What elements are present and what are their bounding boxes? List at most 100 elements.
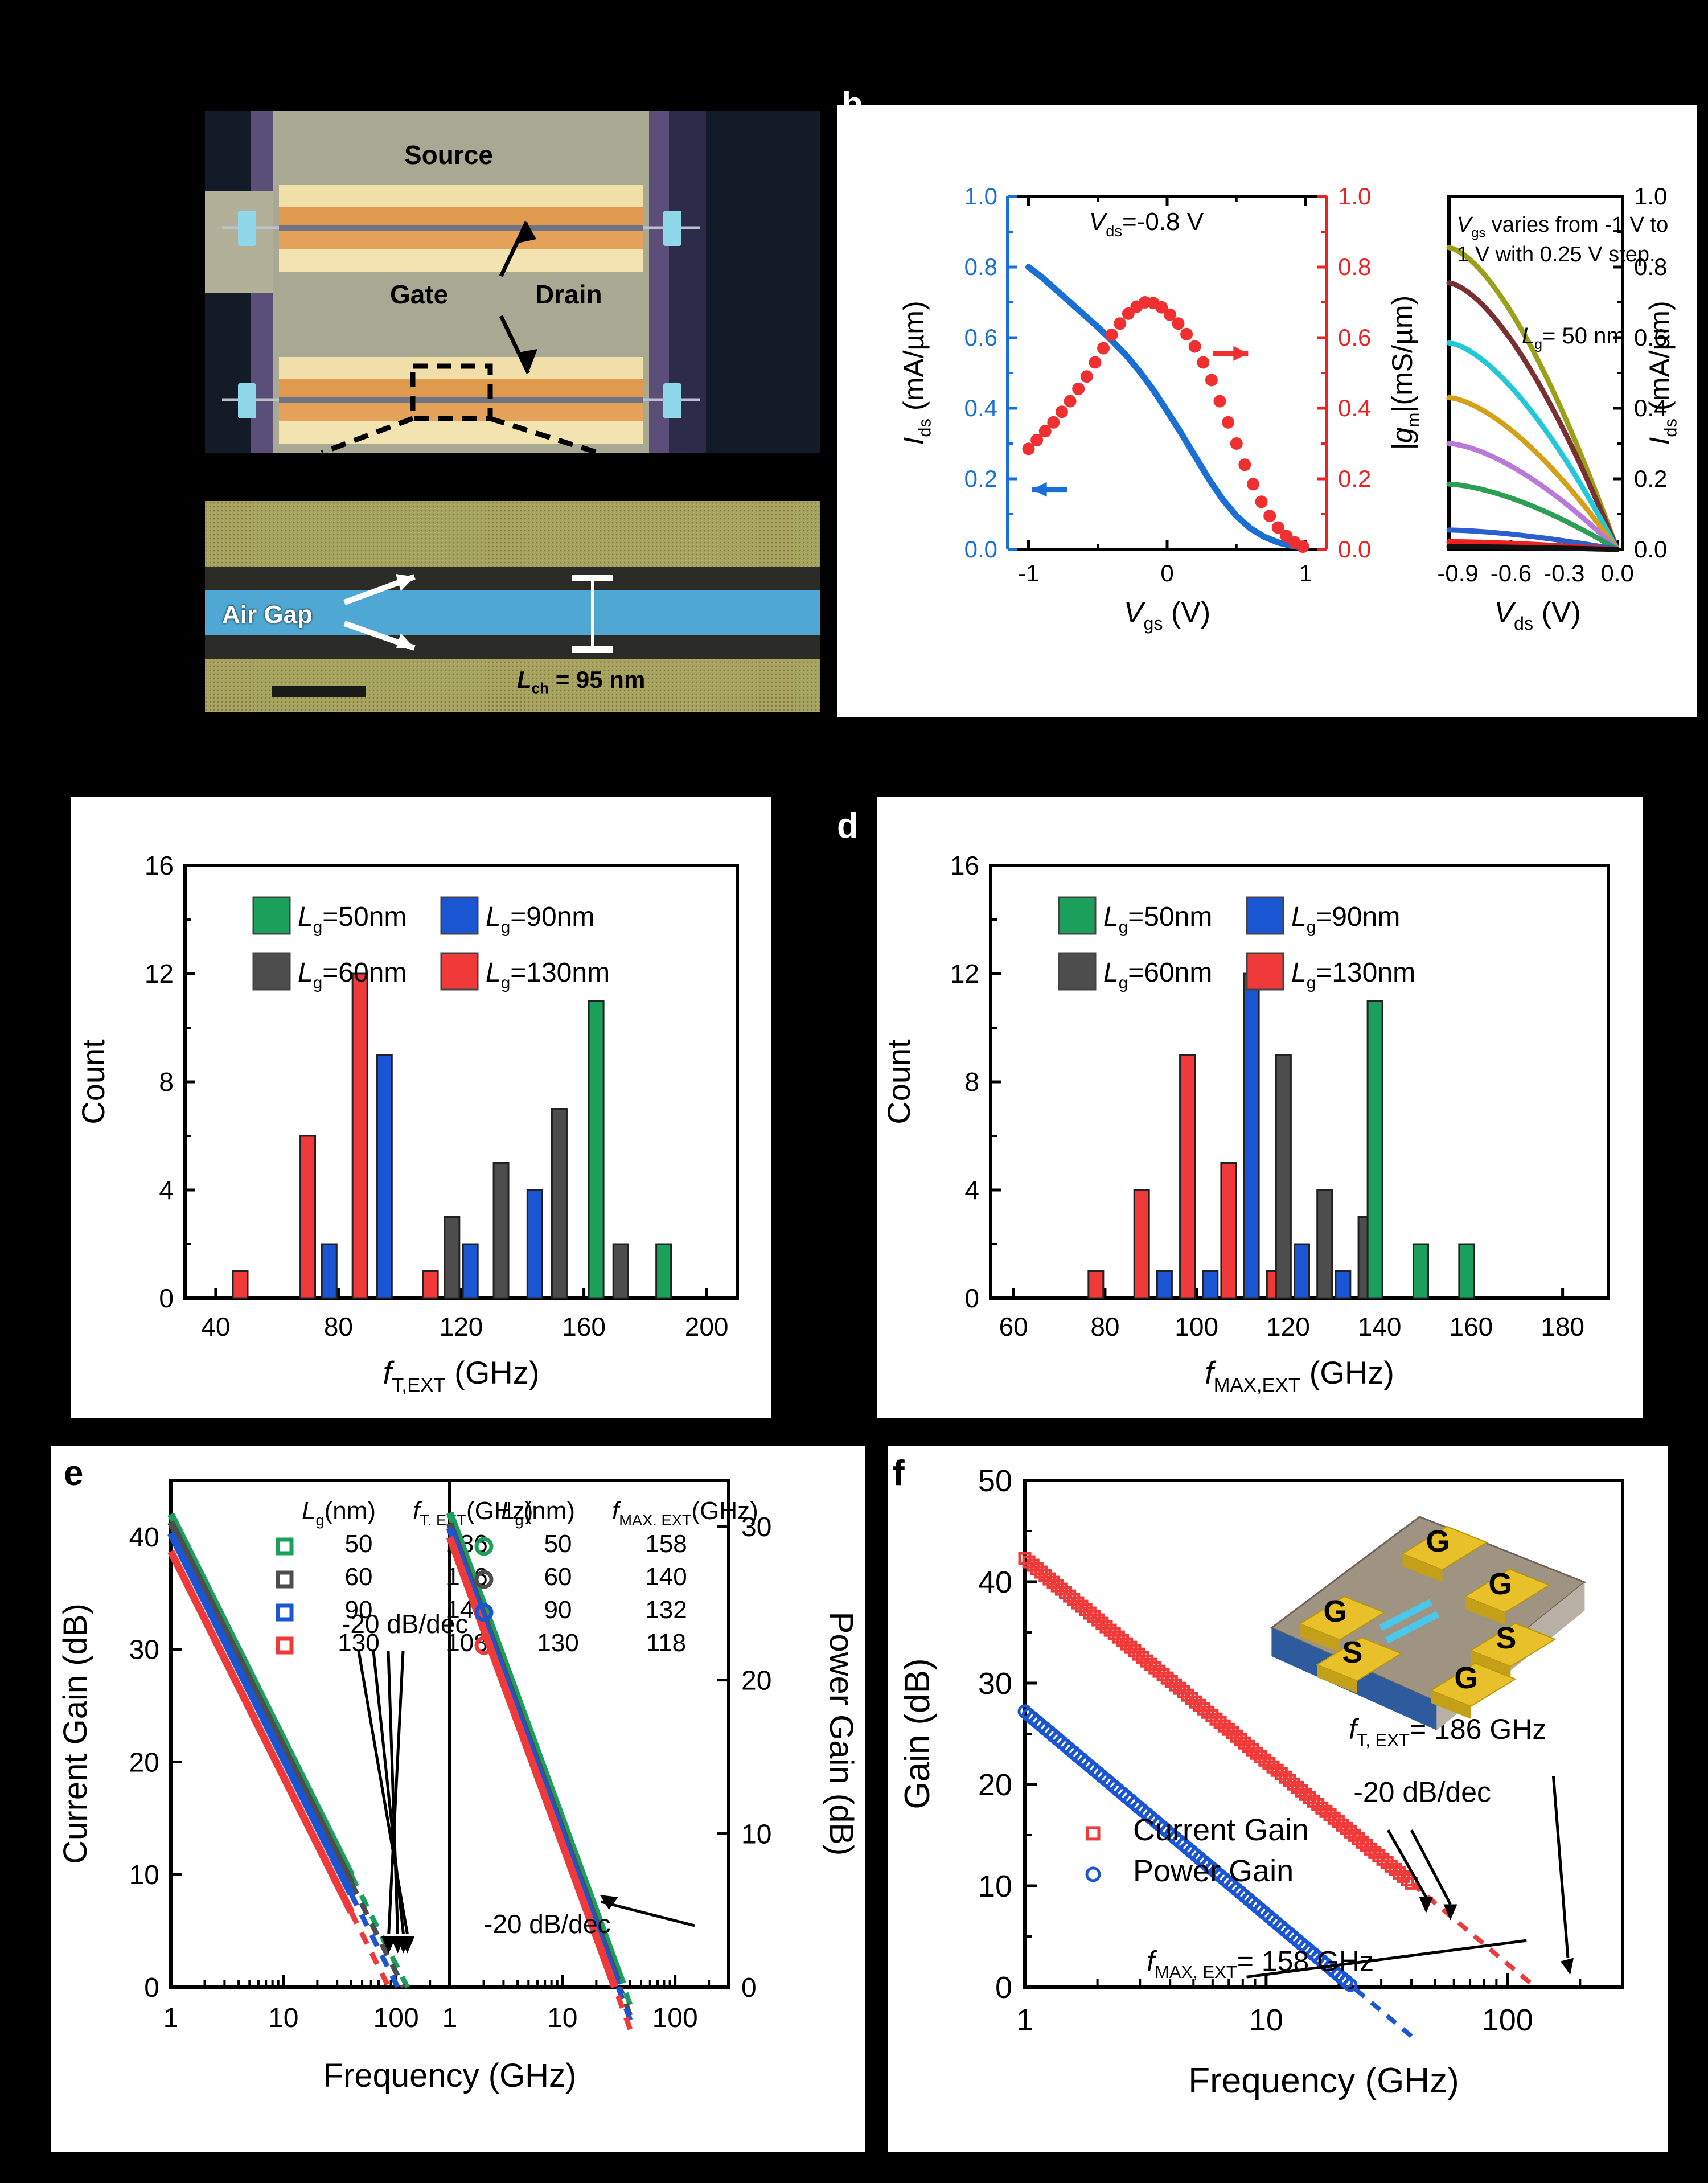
panel-f-legend-label: Current Gain [1133,1813,1309,1847]
pad-label-S: S [1342,1635,1362,1669]
svgD-xtick: 160 [1450,1312,1493,1341]
histogram-bar [1243,972,1260,1299]
panel-b-right-ytick: 0.8 [1338,253,1371,280]
lch-symbol: L [517,666,532,693]
panel-b-vds-annotation: Vds=-0.8 V [1089,208,1204,240]
histogram-bar [351,972,368,1299]
panel-e-xtick: 10 [547,2003,577,2033]
gm-marker [1055,405,1068,418]
panel-f-ytick: 30 [978,1667,1012,1701]
panel-b-left-ytick: 0.4 [964,395,997,421]
gm-marker [1180,327,1193,340]
svgD-ytick: 4 [964,1175,979,1205]
gain-curve-3 [167,1549,355,1914]
panel-b-right-ytick: 1.0 [1338,183,1371,210]
svgD-xtick: 120 [1266,1312,1310,1341]
svgD-xtick: 100 [1175,1312,1218,1341]
panel-b-out-xtick: -0.9 [1437,560,1478,586]
svgD-ytick: 0 [964,1283,979,1313]
gm-marker [1089,356,1102,369]
zoom-guide-lines [289,453,582,504]
panel-e-legend-header-lg: Lg(nm) [501,1497,575,1529]
legend-label: Lg=50nm [298,902,407,937]
gm-marker [1205,374,1218,387]
panel-b-out-ytick: 1.0 [1634,183,1667,210]
panel-b-out-xlabel: Vds (V) [1494,596,1581,634]
gm-marker [1163,308,1176,321]
legend-swatch [252,896,291,935]
panel-d-svg: 60 80 100 120 140 160 180 0 4 8 12 16 Lg=50nm Lg=90nm… [877,797,1643,1418]
pad-label-G: G [1426,1524,1450,1558]
panel-f-ytick: 0 [995,1971,1012,2005]
sem-image-svg [205,501,820,712]
panel-b-lg-label: Lg= 50 nm [1522,323,1625,352]
pad-label-G: G [1454,1661,1478,1695]
extrapolation-0 [621,1986,633,2006]
legend-lg-value: 60 [544,1563,572,1591]
gm-marker [1230,437,1243,450]
gsg-pad [1401,1525,1488,1571]
panel-f-slope-annotation: -20 dB/dec [1353,1776,1491,1808]
svgC-ytick: 8 [159,1067,174,1097]
legend-swatch [1058,896,1097,935]
panel-c-ft-histogram: 40 80 120 160 200 0 4 8 12 16 Lg=50nm Lg=90nm Lg=60n… [71,797,771,1418]
histogram-bar [1133,1189,1150,1299]
gsg-pad [1299,1595,1386,1641]
legend-swatch [440,896,479,935]
legend-lg-value: 90 [544,1596,572,1624]
panel-f-xtick: 1 [1016,2003,1033,2037]
legend-lg-value: 90 [345,1596,373,1624]
panel-e-xtick: 10 [268,2003,298,2033]
extrapolation-0 [1410,1881,1537,1989]
histogram-bar [376,1054,393,1299]
output-curve-8 [1446,544,1620,552]
svgD-xtick: 140 [1358,1312,1402,1341]
panel-label-b: b [841,85,863,124]
histogram-bar [1412,1243,1429,1299]
svgC-ylabel: Count [75,1039,111,1125]
output-curve-2 [1446,340,1620,552]
panel-b-out-ylabel: Ids (mA/µm) [1644,301,1681,445]
pad-label-S: S [1496,1621,1516,1655]
panel-label-f: f [893,1454,905,1493]
legend-marker [276,1570,294,1589]
panel-e-slope-right: -20 dB/dec [484,1909,610,1939]
gsg-pad [1430,1662,1517,1708]
panel-b-left-ytick: 0.8 [964,253,997,280]
gm-marker [1246,478,1259,491]
panel-e-slope-left: -20 dB/dec [342,1609,468,1639]
panel-b-ylabel-left: Ids (mA/µm) [898,301,935,445]
legend-lg-value: 130 [537,1629,578,1657]
svgC-xtick: 160 [562,1312,606,1341]
histogram-bar [299,1135,317,1299]
output-curve-0 [1446,245,1620,552]
legend-lg-value: 130 [338,1629,379,1657]
panel-b-xlabel: Vgs (V) [1124,596,1211,634]
panel-b-out-xtick: -0.3 [1543,560,1584,586]
histogram-bar [462,1243,479,1299]
svgD-ytick: 8 [964,1067,979,1097]
panel-f-ytick: 40 [978,1565,1012,1599]
legend-lg-value: 50 [544,1530,572,1558]
panel-b-out-ytick: 0.6 [1634,324,1667,351]
panel-label-e: e [64,1454,84,1493]
histogram-bar [1220,1162,1237,1299]
legend-marker [474,1537,494,1556]
legend-lg-value: 50 [345,1530,373,1558]
gm-marker [1296,540,1309,553]
panel-b-right-ytick: 0.6 [1338,324,1371,351]
panel-e-ytick: 0 [741,1973,757,2003]
gm-marker [1047,416,1060,429]
extrapolation-1 [348,1881,406,1989]
panel-f-ytick: 20 [978,1768,1012,1802]
histogram-bar [321,1243,338,1299]
legend-marker [276,1636,294,1655]
legend-swatch [440,952,479,991]
legend-marker [276,1537,294,1556]
histogram-bar [1202,1270,1219,1299]
panel-b-out-ytick: 0.0 [1634,536,1667,563]
legend-swatch [1246,896,1284,935]
panel-f-ft-annotation: fT, EXT= 186 GHz [1349,1713,1546,1750]
gm-marker [1271,521,1284,534]
svgD-xlabel: fMAX,EXT (GHz) [1205,1355,1394,1396]
